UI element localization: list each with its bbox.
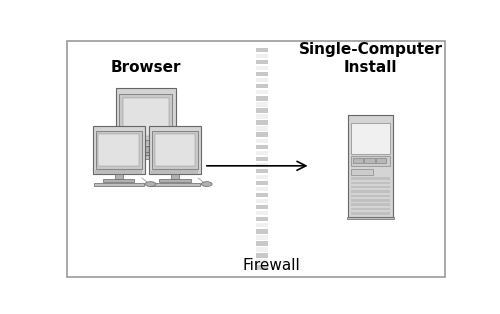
Bar [119,141,173,145]
Bar [256,66,268,70]
Bar [256,72,268,76]
Bar [95,171,142,174]
Bar [159,179,190,182]
Bar [256,199,268,203]
Bar [152,171,198,174]
Bar [256,169,268,173]
Bar [256,235,268,240]
Text: Firewall: Firewall [243,258,300,273]
Bar [256,120,268,125]
Bar [150,182,200,186]
Bar [351,156,390,166]
Bar [256,114,268,119]
Bar [256,151,268,155]
Bar [376,158,386,163]
Bar [115,174,122,179]
Bar [256,78,268,82]
Bar [364,158,375,163]
Bar [351,186,390,188]
Bar [142,146,150,152]
Bar [351,208,390,210]
Bar [256,259,268,264]
Bar [128,152,164,155]
Bar [351,212,390,215]
Bar [122,98,169,136]
Bar [256,163,268,167]
Bar [256,175,268,179]
Bar [351,190,390,193]
Bar [347,217,394,219]
Bar [256,60,268,64]
Bar [256,144,268,149]
Bar [256,217,268,221]
Bar [351,203,390,206]
Ellipse shape [202,182,212,187]
Bar [256,265,268,270]
Bar [256,84,268,89]
Bar [118,155,174,159]
Bar [154,134,195,166]
Bar [256,138,268,143]
Bar [103,179,134,182]
Bar [256,48,268,52]
Bar [152,131,198,170]
Ellipse shape [176,155,186,160]
Bar [256,223,268,227]
Bar [256,133,268,137]
Bar [256,127,268,131]
Bar [256,157,268,161]
Bar [171,174,179,179]
Bar [256,181,268,185]
Bar [94,182,144,186]
Bar [92,126,145,174]
Bar [256,96,268,100]
Bar [351,177,390,180]
Bar [348,115,393,217]
Bar [351,181,390,184]
Bar [256,241,268,246]
Text: Single-Computer
Install: Single-Computer Install [298,41,442,75]
Bar [98,134,139,166]
Bar [256,108,268,113]
Bar [351,123,390,154]
Bar [256,229,268,234]
Bar [256,193,268,197]
Bar [256,205,268,209]
Bar [256,90,268,95]
Bar [256,54,268,58]
Bar [256,102,268,106]
Bar [351,199,390,202]
Bar [256,187,268,191]
Bar [116,88,176,146]
Text: Browser: Browser [110,60,181,75]
Bar [351,169,373,175]
Ellipse shape [145,182,156,187]
Bar [148,126,201,174]
Bar [351,195,390,197]
Bar [353,158,364,163]
Bar [120,94,172,140]
Bar [256,211,268,215]
Bar [96,131,142,170]
Bar [256,247,268,252]
Bar [256,253,268,258]
